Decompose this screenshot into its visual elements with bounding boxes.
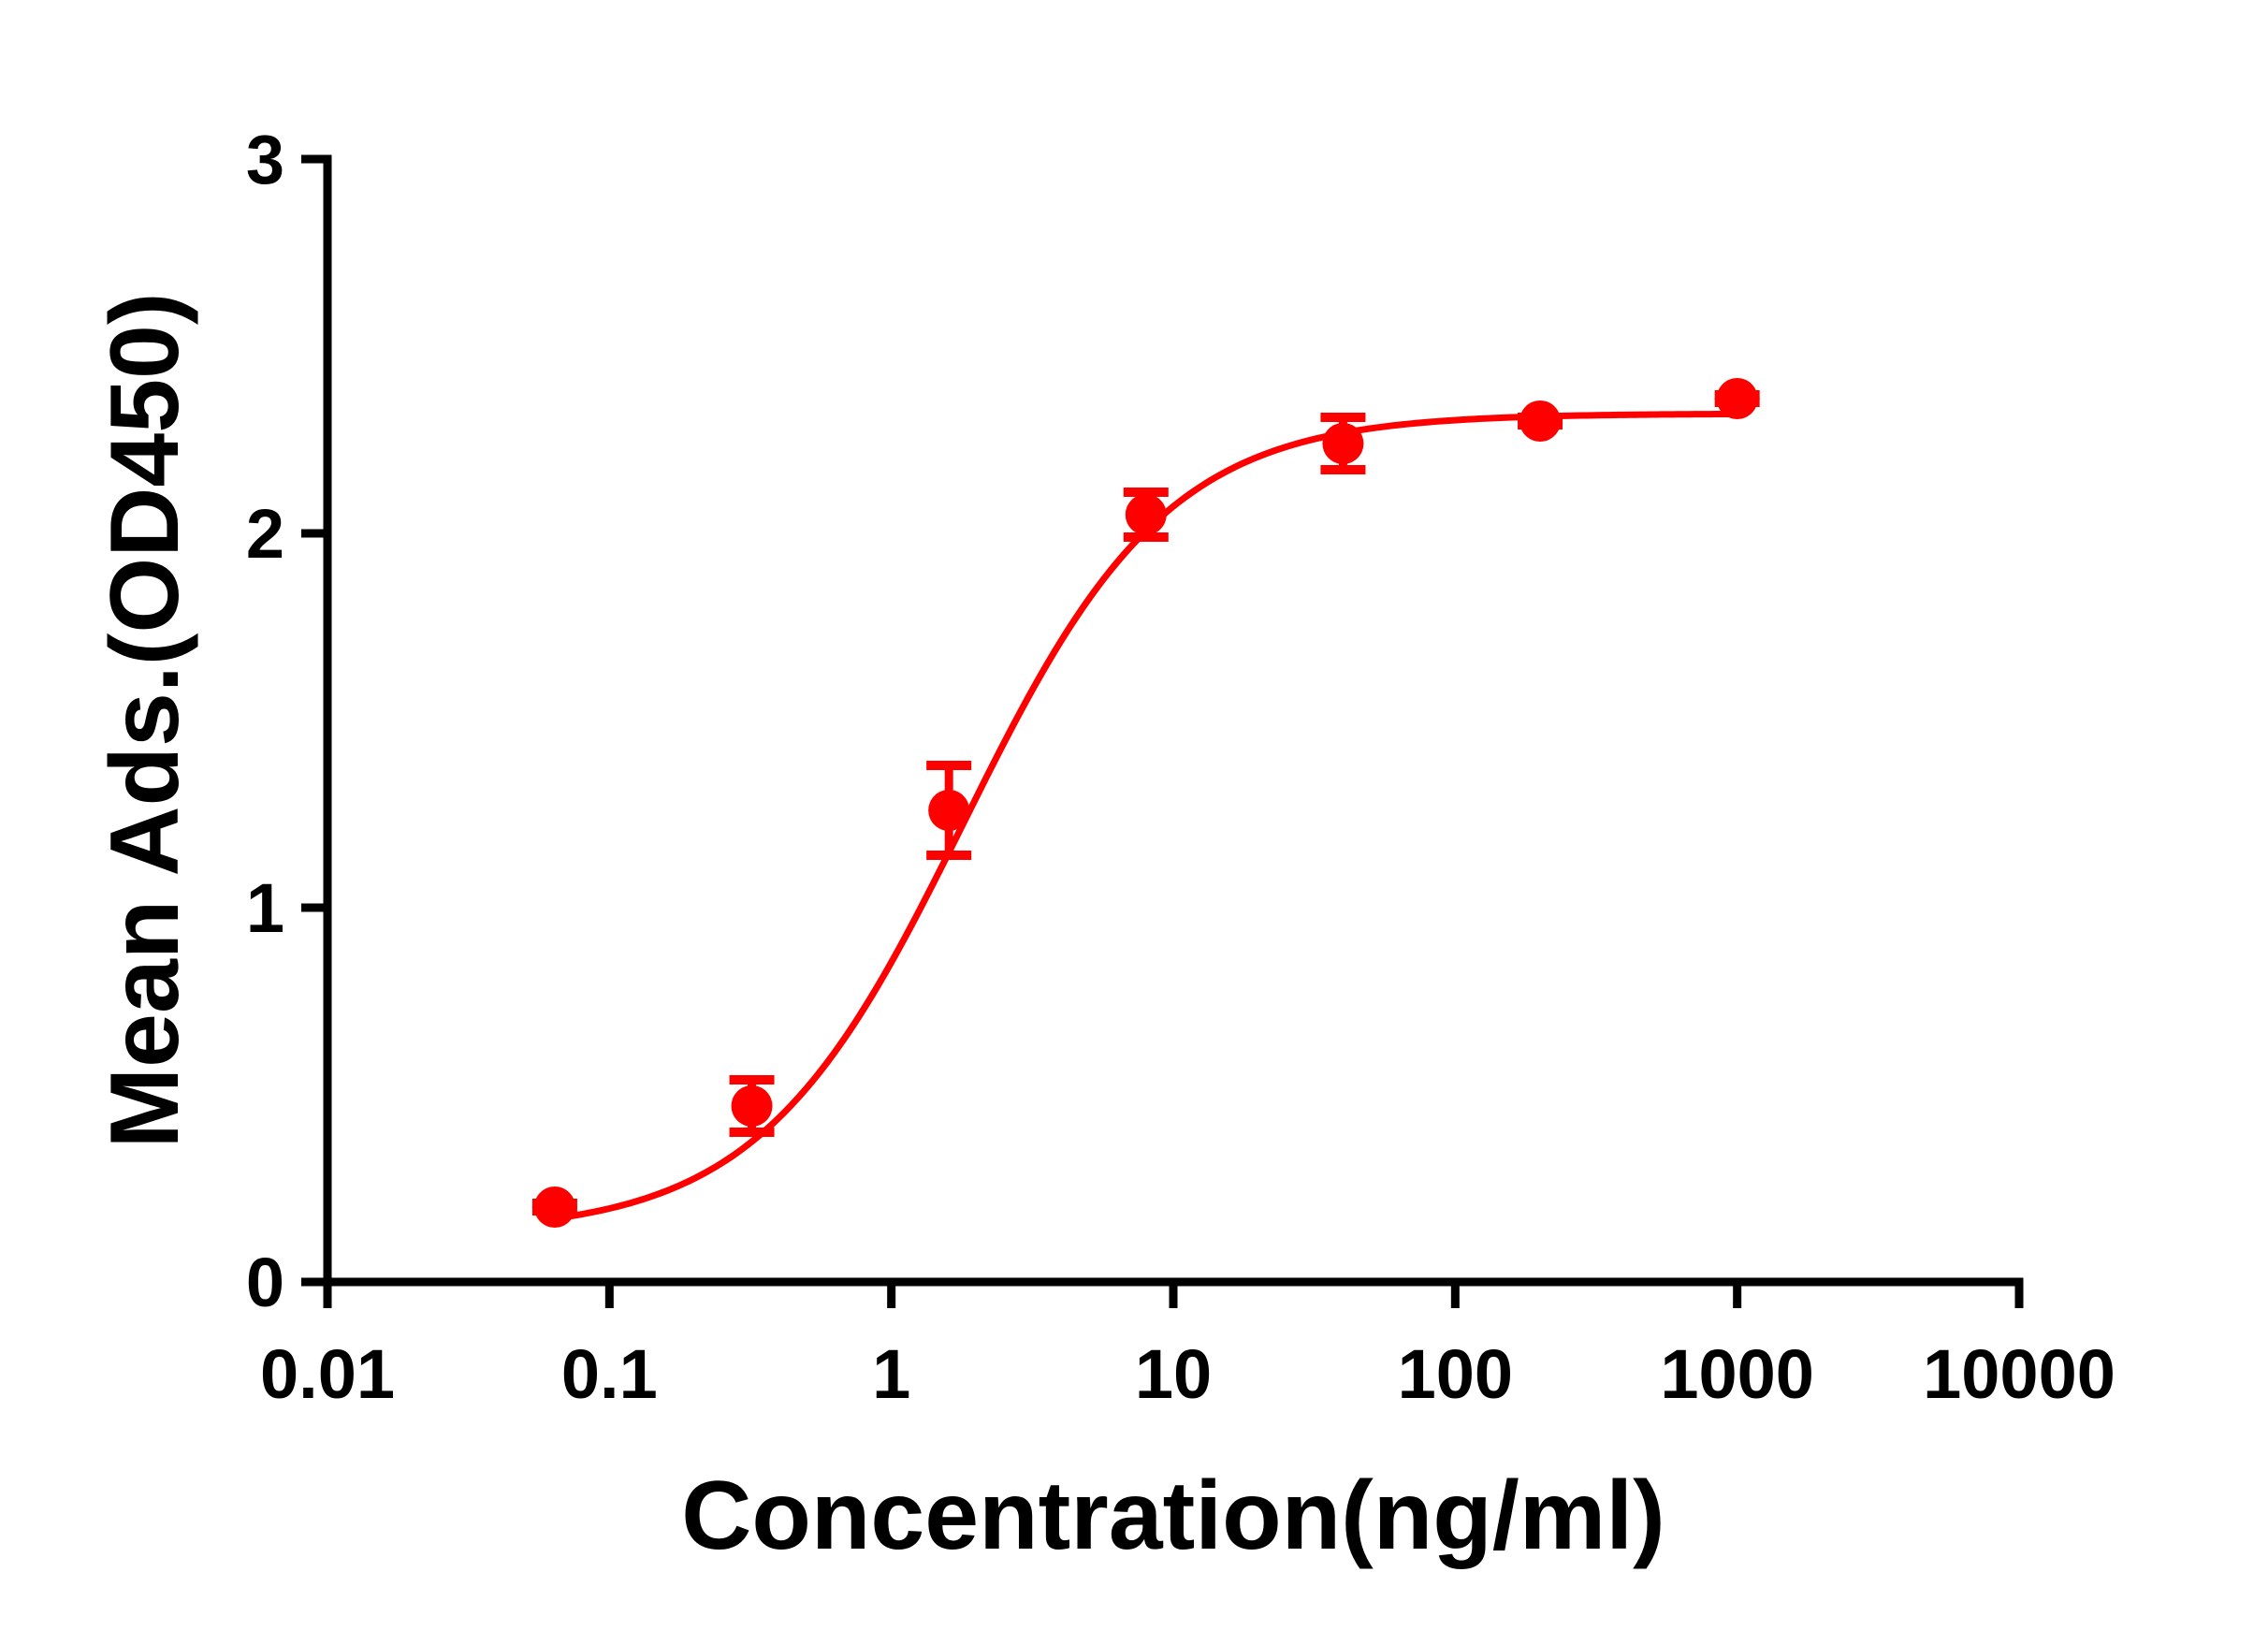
x-tick-label: 100 [1398,1335,1513,1413]
point-marker [1519,400,1562,442]
x-tick-label: 0.1 [561,1335,658,1413]
point-marker [731,1085,773,1127]
point-marker [928,790,970,831]
y-tick-label: 2 [246,495,284,573]
point-marker [1716,378,1758,419]
data-points-layer [531,378,1760,1228]
point-marker [1322,423,1364,464]
data-point [1518,400,1563,442]
y-tick-label: 0 [246,1244,284,1321]
y-tick-label: 3 [246,121,284,198]
tick-labels-layer: 0.01 0.1 1 10 100 1000 10000 0 1 2 3 [246,121,2115,1413]
data-point [531,1186,577,1228]
data-point [729,1075,775,1137]
y-axis-title: Mean Ads.(OD450) [91,292,199,1148]
data-point [1320,413,1366,474]
x-tick-label: 10000 [1923,1335,2115,1413]
x-axis-title: Concentration(ng/ml) [681,1462,1665,1570]
x-tick-label: 1 [872,1335,910,1413]
data-point [1123,488,1169,542]
data-point [926,761,972,860]
x-tick-label: 10 [1135,1335,1212,1413]
point-marker [533,1186,575,1228]
x-tick-label: 1000 [1660,1335,1814,1413]
x-tick-label: 0.01 [260,1335,395,1413]
y-tick-label: 1 [246,869,284,947]
data-point [1714,378,1760,419]
point-marker [1125,494,1167,535]
axes [301,154,2024,1308]
